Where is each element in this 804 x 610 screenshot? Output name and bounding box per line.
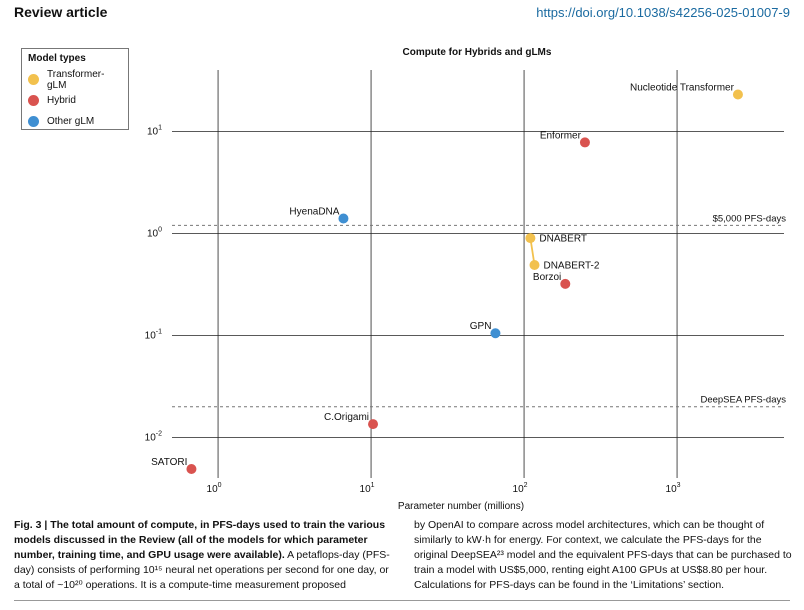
data-point-label: HyenaDNA: [289, 207, 339, 218]
reference-line-label: DeepSEA PFS-days: [700, 395, 786, 406]
reference-lines: $5,000 PFS-days DeepSEA PFS-days: [172, 213, 787, 408]
legend-label: Hybrid: [47, 95, 76, 106]
data-point: [338, 213, 349, 224]
page-header: Review article https://doi.org/10.1038/s…: [14, 4, 790, 24]
legend-item-hybrid: Hybrid: [28, 90, 122, 111]
data-point: [525, 233, 536, 244]
caption-left: Fig. 3 | The total amount of compute, in…: [14, 518, 392, 593]
data-point-label: C.Origami: [324, 412, 369, 423]
caption-right: by OpenAI to compare across model archit…: [414, 518, 794, 593]
data-point-label: DNABERT-2: [543, 261, 599, 272]
x-tick-label: 103: [666, 482, 681, 495]
legend-item-other-glm: Other gLM: [28, 111, 122, 132]
data-point: [560, 278, 571, 289]
legend: Model types Transformer-gLM Hybrid Other…: [21, 48, 129, 130]
data-point: [368, 419, 379, 430]
journal-section-label: Review article: [14, 4, 108, 20]
data-point-label: Borzoi: [533, 272, 561, 283]
caption-figure-title: Fig. 3 | The total amount of compute, in…: [14, 519, 386, 561]
legend-title: Model types: [28, 53, 86, 64]
legend-label: Other gLM: [47, 116, 95, 127]
bottom-divider: [14, 600, 790, 601]
x-tick-label: 101: [360, 482, 375, 495]
y-tick-label: 101: [147, 124, 162, 137]
x-tick-label: 100: [207, 482, 222, 495]
data-point-label: DNABERT: [539, 234, 587, 245]
scatter-chart: Compute for Hybrids and gLMs $5,000 PFS-…: [145, 47, 787, 512]
data-point-label: SATORI: [151, 457, 187, 468]
legend-swatch-hybrid: [28, 95, 39, 106]
x-tick-label: 102: [513, 482, 528, 495]
grid-lines: [172, 70, 784, 478]
data-point-label: GPN: [470, 321, 492, 332]
legend-item-transformer-glm: Transformer-gLM: [28, 68, 122, 91]
legend-label: Transformer-gLM: [47, 68, 105, 91]
reference-line-label: $5,000 PFS-days: [713, 213, 787, 224]
y-tick-label: 10-1: [145, 328, 162, 341]
y-tick-label: 100: [147, 226, 162, 239]
data-point-label: Nucleotide Transformer: [630, 83, 735, 94]
caption-text-left: A petaflops-day (PFS-day) consists of pe…: [14, 549, 390, 591]
doi-link[interactable]: https://doi.org/10.1038/s42256-025-01007…: [536, 5, 790, 20]
tick-labels: 10-2 10-1 100 101 100 101 102 103: [145, 124, 681, 495]
y-tick-label: 10-2: [145, 430, 162, 443]
data-point: [579, 137, 590, 148]
data-points: Nucleotide Transformer Enformer HyenaDNA DN…: [151, 83, 743, 475]
data-point: [186, 464, 197, 475]
data-point: [732, 89, 743, 100]
data-point: [529, 260, 540, 271]
data-point: [490, 328, 501, 339]
data-point-label: Enformer: [540, 130, 582, 141]
chart-title: Compute for Hybrids and gLMs: [403, 47, 552, 58]
caption-text-right: by OpenAI to compare across model archit…: [414, 519, 792, 591]
x-axis-label: Parameter number (millions): [398, 501, 524, 512]
legend-swatch-transformer-glm: [28, 74, 39, 85]
legend-swatch-other-glm: [28, 116, 39, 127]
